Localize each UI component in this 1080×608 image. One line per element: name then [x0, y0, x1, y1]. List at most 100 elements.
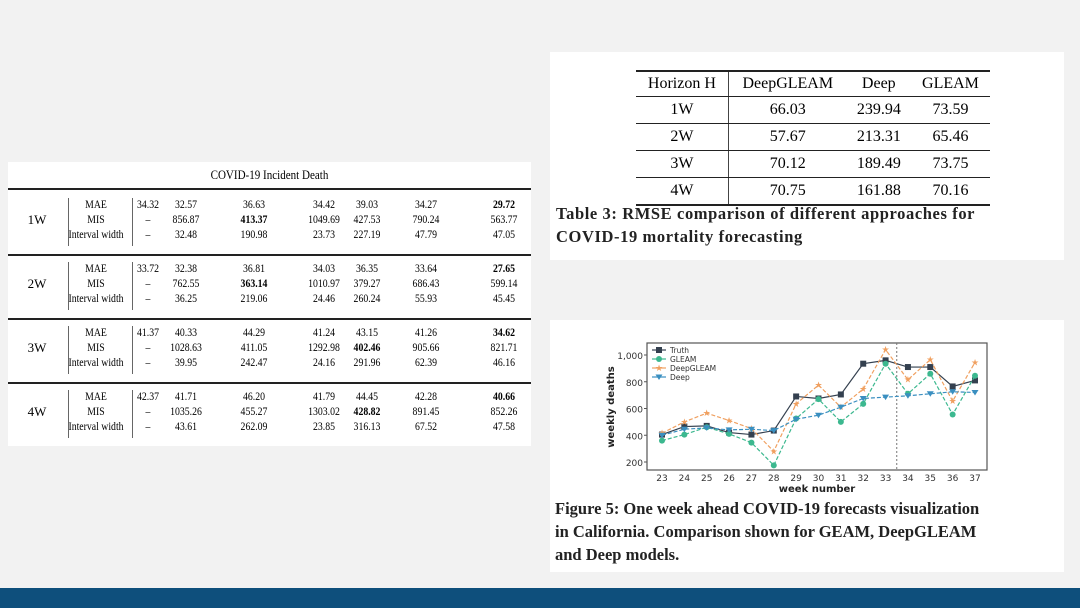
caption-line: Table 3: RMSE comparison of different ap…: [556, 204, 976, 223]
data-point-gleam: [681, 431, 688, 438]
data-point-deepgleam: ★: [859, 385, 867, 395]
col-deep: Deep: [846, 70, 911, 97]
x-tick-label: 31: [835, 474, 846, 484]
table-cell: 40.66: [493, 391, 515, 403]
table-cell: 1035.26: [170, 406, 202, 418]
data-point-deep: [770, 428, 778, 434]
data-point-deep: [815, 412, 822, 419]
legend-marker: [656, 356, 662, 362]
table-cell: 34.42: [313, 199, 335, 211]
legend-label: Truth: [669, 346, 689, 355]
table-cell: 34.27: [415, 199, 437, 211]
data-point-deep: [703, 425, 711, 431]
rmse-table-panel: Horizon H DeepGLEAM Deep GLEAM 1W 66.03 23…: [550, 52, 1064, 260]
table-cell: 2W: [636, 123, 729, 151]
table-cell: 45.45: [493, 293, 515, 305]
metric-label: MAE: [85, 263, 107, 275]
y-tick-label: 800: [626, 379, 643, 389]
group-rule: [8, 318, 531, 320]
metric-label: MAE: [85, 327, 107, 339]
data-point-gleam: [659, 437, 665, 444]
caption-line: COVID-19 mortality forecasting: [556, 227, 803, 246]
table-cell: 32.57: [175, 199, 197, 211]
data-point-deep: [882, 394, 890, 401]
table-cell: –: [145, 357, 151, 369]
table-cell: –: [145, 293, 151, 305]
table-cell: 24.46: [313, 293, 335, 305]
legend-label: GLEAM: [670, 355, 696, 364]
table-cell: 23.85: [313, 421, 335, 433]
x-axis-label: week number: [779, 484, 856, 495]
divider: [68, 198, 69, 246]
table-cell: 62.39: [415, 357, 437, 369]
x-tick-label: 23: [656, 474, 667, 484]
data-point-truth: [748, 431, 755, 438]
figure-caption: Figure 5: One week ahead COVID-19 foreca…: [555, 497, 979, 566]
y-tick-label: 400: [626, 432, 643, 442]
table-cell: 70.12: [728, 150, 847, 178]
table-cell: –: [145, 214, 151, 226]
group-rule: [8, 254, 531, 256]
table-cell: 856.87: [172, 214, 200, 226]
x-tick-label: 29: [790, 474, 802, 484]
table-cell: 239.94: [846, 96, 911, 124]
table-cell: 41.37: [137, 327, 159, 339]
table-cell: 260.24: [353, 293, 381, 305]
metric-label: MIS: [87, 214, 105, 226]
table-caption: Table 3: RMSE comparison of different ap…: [556, 202, 975, 248]
table-cell: 363.14: [240, 278, 268, 290]
table-cell: 36.81: [243, 263, 265, 275]
table-cell: 44.45: [356, 391, 378, 403]
caption-line: in California. Comparison shown for GEAM…: [555, 522, 977, 541]
legend-marker: [656, 347, 662, 353]
divider: [68, 262, 69, 310]
row-group-1W: 1W MAE 34.32 32.57 36.63 34.42 39.03 34.27 29.72…: [8, 192, 531, 252]
x-tick-label: 35: [925, 474, 936, 484]
table-cell: 40.33: [175, 327, 197, 339]
x-tick-label: 36: [947, 474, 959, 484]
table-cell: 65.46: [910, 123, 990, 151]
data-point-deepgleam: ★: [703, 409, 711, 419]
table-cell: 4W: [636, 177, 729, 206]
data-point-gleam: [748, 439, 755, 446]
data-point-deep: [971, 389, 979, 396]
table-cell: 599.14: [490, 278, 518, 290]
figure-panel: 200 400 600 800 1,000 23 24 25 26 27 28 29 30 31 32 33 3…: [550, 320, 1064, 572]
table-cell: 402.46: [353, 342, 381, 354]
col-deepgleam: DeepGLEAM: [728, 70, 847, 97]
table-cell: 46.16: [493, 357, 515, 369]
table-cell: 43.15: [356, 327, 378, 339]
data-point-gleam: [972, 372, 978, 379]
data-point-deepgleam: ★: [971, 358, 979, 368]
table-cell: 411.05: [240, 342, 268, 354]
data-point-truth: [904, 364, 911, 371]
data-point-deepgleam: ★: [949, 397, 957, 407]
row-group-2W: 2W MAE 33.72 32.38 36.81 34.03 36.35 33.64 27.65…: [8, 256, 531, 316]
data-point-truth: [882, 357, 889, 364]
table-cell: 1049.69: [308, 214, 340, 226]
x-tick-label: 28: [768, 474, 780, 484]
data-point-gleam: [860, 400, 867, 407]
table-cell: 36.63: [243, 199, 265, 211]
table-cell: 33.72: [137, 263, 159, 275]
data-point-deep: [949, 389, 957, 395]
table-cell: 190.98: [240, 229, 268, 241]
table-cell: 1010.97: [308, 278, 340, 290]
divider: [132, 262, 133, 310]
table-row: 3W 70.12 189.49 73.75: [636, 150, 990, 178]
divider: [132, 326, 133, 374]
table-cell: 1028.63: [170, 342, 202, 354]
table-cell: 24.16: [313, 357, 335, 369]
legend-label: Deep: [670, 373, 690, 382]
data-point-deep: [859, 395, 867, 402]
covid-incident-death-table: COVID-19 Incident Death 1W MAE 34.32 32.57 3…: [8, 162, 531, 446]
table-row: 2W 57.67 213.31 65.46: [636, 123, 990, 151]
data-point-gleam: [949, 411, 956, 418]
data-point-truth: [972, 377, 978, 384]
data-point-deepgleam: ★: [680, 418, 688, 428]
table-cell: 189.49: [846, 150, 911, 178]
data-point-truth: [927, 364, 934, 371]
table-title: COVID-19 Incident Death: [210, 167, 329, 182]
x-tick-label: 24: [679, 474, 691, 484]
x-tick-label: 26: [723, 474, 735, 484]
